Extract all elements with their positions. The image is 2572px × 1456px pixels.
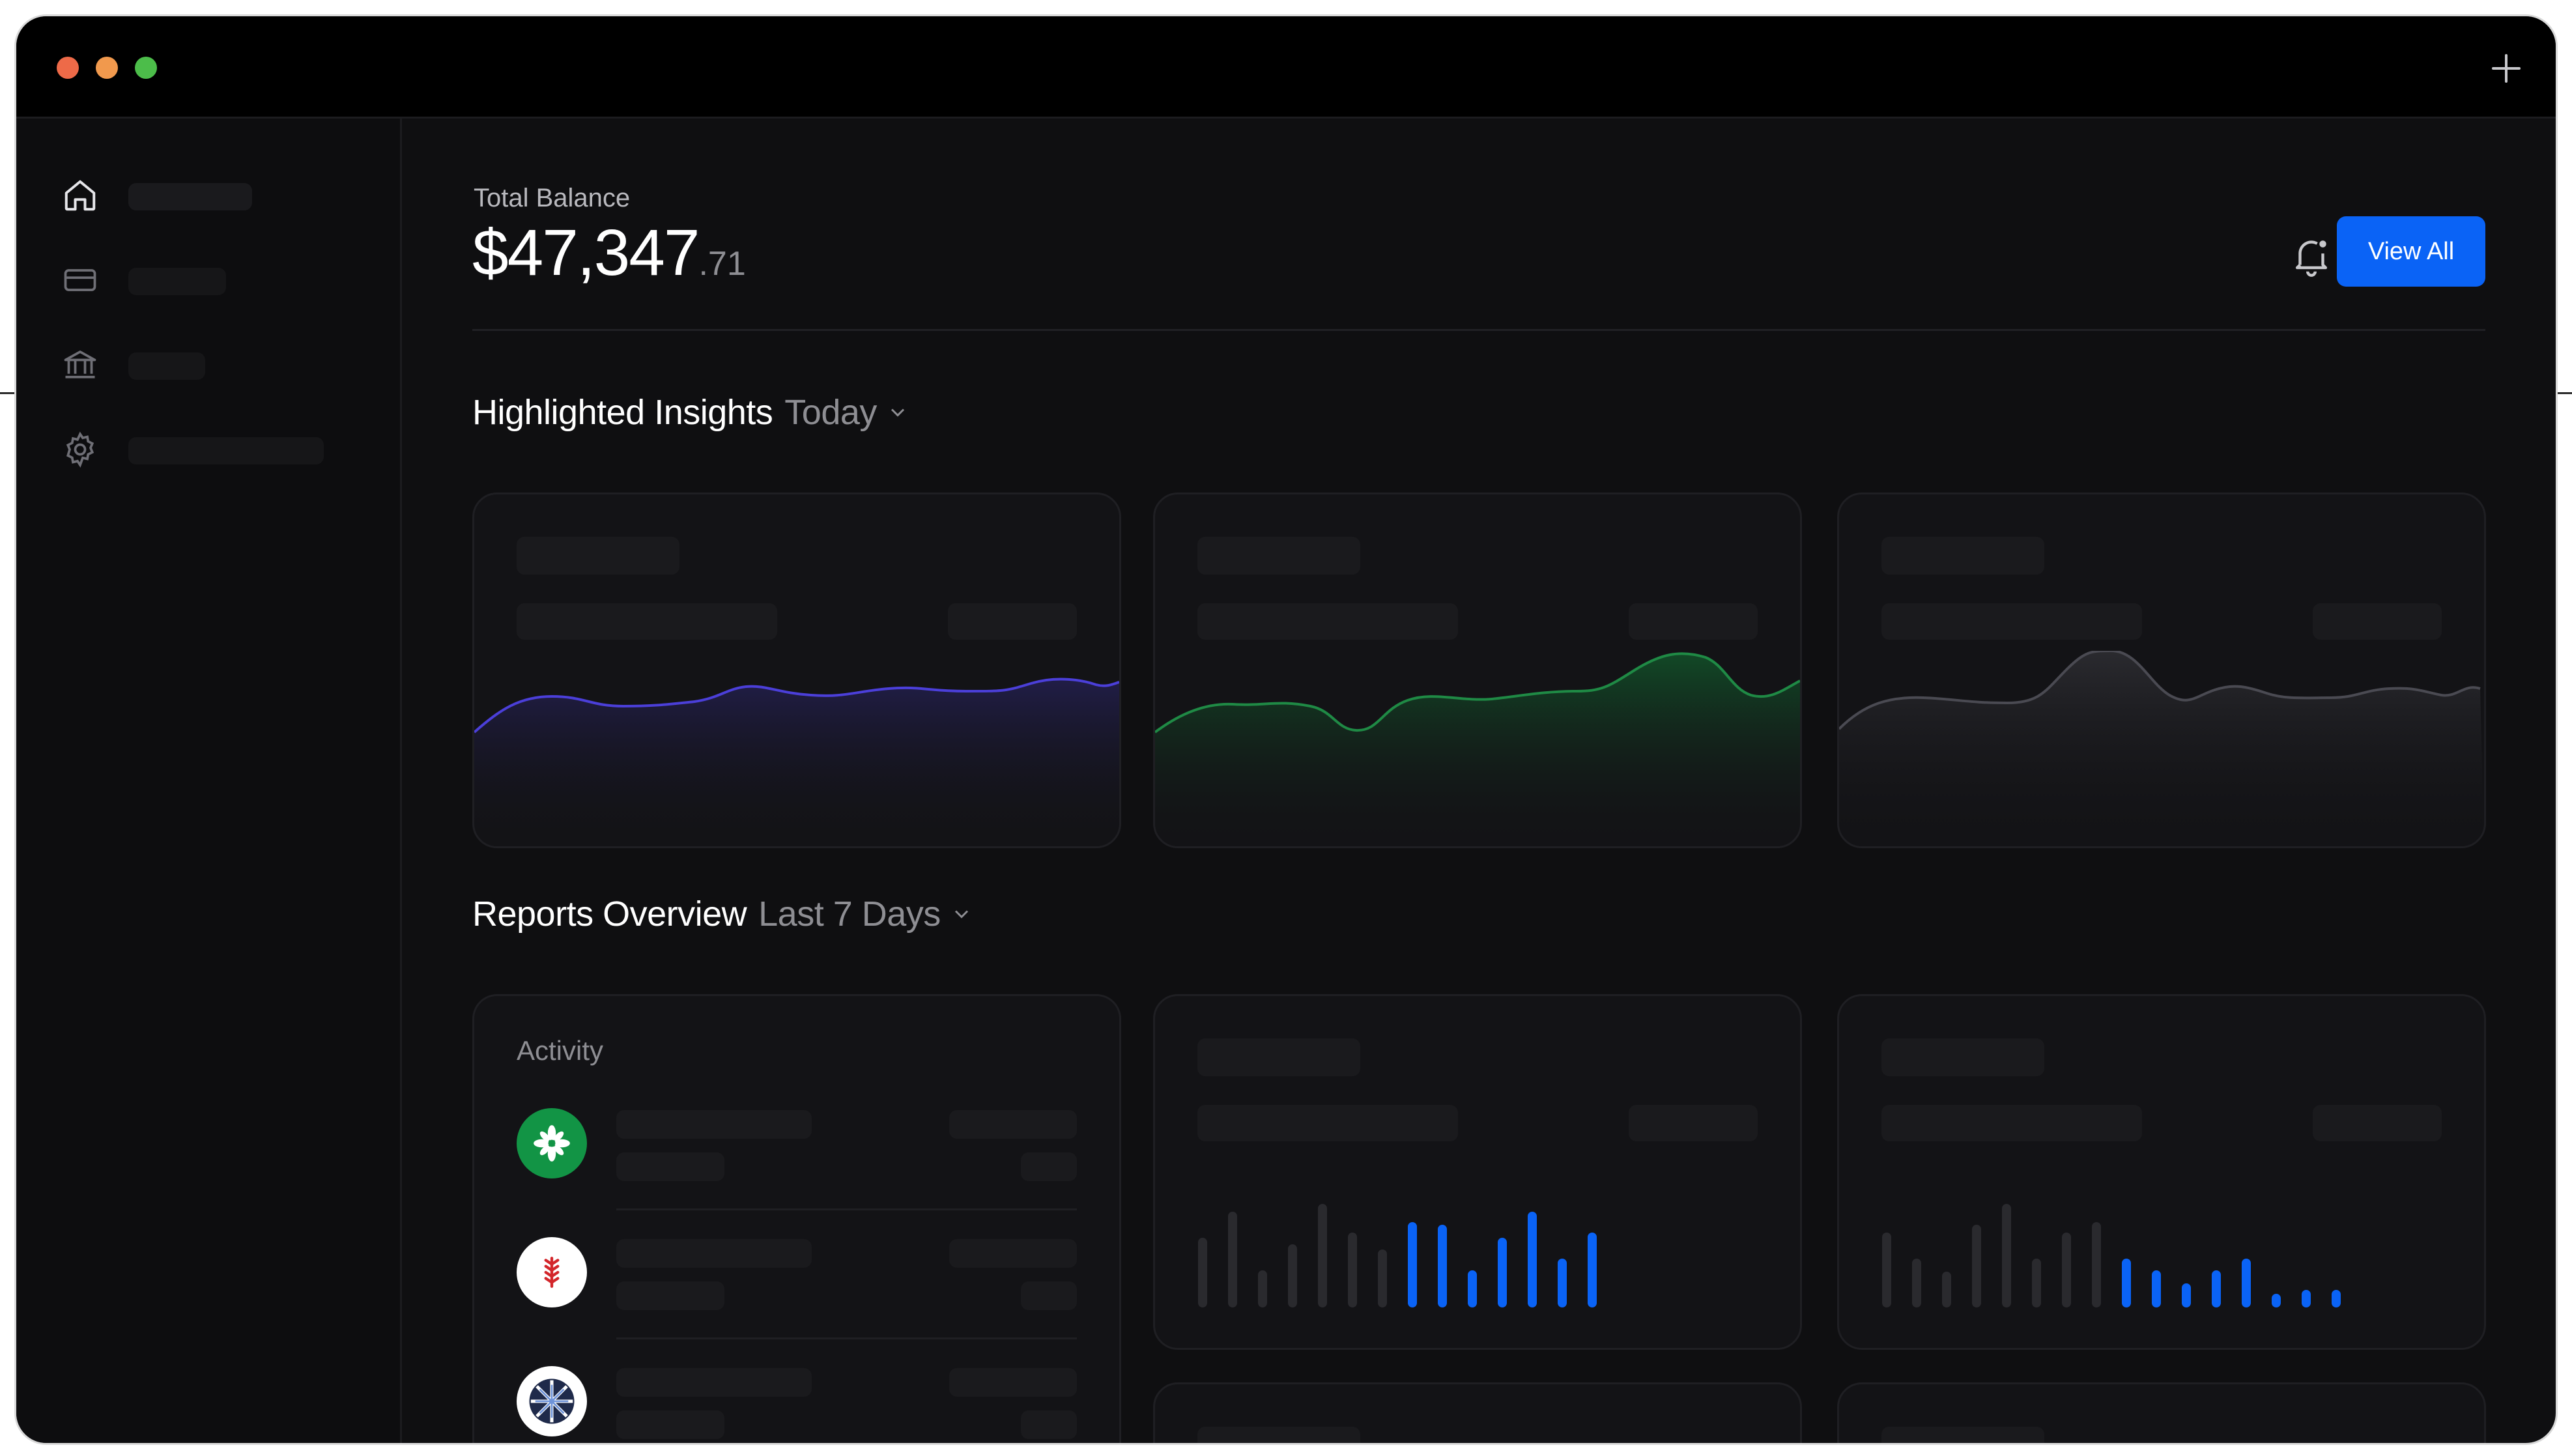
main-content: Total Balance $47,347.71 View All Highli… bbox=[402, 119, 2556, 1443]
activity-sub-placeholder bbox=[616, 1152, 724, 1181]
gear-icon bbox=[66, 431, 94, 468]
reports-period-dropdown[interactable]: Last 7 Days bbox=[758, 894, 941, 934]
card-title-placeholder bbox=[1881, 1427, 2044, 1443]
activity-card: Activity bbox=[472, 994, 1121, 1443]
purple-area-chart bbox=[474, 678, 1119, 846]
sidebar-item-bank[interactable] bbox=[61, 345, 100, 384]
green-area-chart bbox=[1155, 652, 1800, 846]
card-title-placeholder bbox=[1197, 1038, 1360, 1076]
report-card[interactable] bbox=[1153, 1382, 1802, 1443]
balance-main: $47,347 bbox=[472, 216, 700, 289]
flower-logo-icon bbox=[534, 1125, 570, 1162]
view-all-button[interactable]: View All bbox=[2337, 216, 2485, 287]
insights-heading: Highlighted Insights Today bbox=[472, 392, 909, 433]
card-icon bbox=[64, 269, 96, 291]
balance-cents: .71 bbox=[698, 245, 746, 283]
maximize-window-dot[interactable] bbox=[135, 57, 157, 79]
gray-area-chart bbox=[1839, 651, 2484, 846]
card-title-placeholder bbox=[517, 537, 679, 575]
card-title-placeholder bbox=[1197, 537, 1360, 575]
activity-sub-placeholder bbox=[616, 1281, 724, 1310]
card-title-placeholder bbox=[1881, 1038, 2044, 1076]
insights-title: Highlighted Insights bbox=[472, 393, 773, 432]
report-card[interactable] bbox=[1837, 994, 2486, 1350]
insight-card[interactable] bbox=[1153, 492, 1802, 848]
card-value-placeholder bbox=[1629, 603, 1758, 640]
card-title-placeholder bbox=[1881, 537, 2044, 575]
card-value-placeholder bbox=[1629, 1105, 1758, 1141]
new-tab-plus-icon[interactable] bbox=[2488, 50, 2524, 87]
activity-name-placeholder bbox=[616, 1239, 812, 1268]
bar-chart bbox=[1882, 1204, 2341, 1307]
insight-card[interactable] bbox=[1837, 492, 2486, 848]
reports-heading: Reports Overview Last 7 Days bbox=[472, 894, 973, 934]
card-value-placeholder bbox=[948, 603, 1077, 640]
insights-period-dropdown[interactable]: Today bbox=[784, 393, 877, 432]
card-value-placeholder bbox=[2313, 603, 2442, 640]
bank-icon bbox=[64, 350, 96, 378]
minimize-window-dot[interactable] bbox=[96, 57, 118, 79]
card-subtitle-placeholder bbox=[1197, 1105, 1458, 1141]
sidebar-item-settings[interactable] bbox=[61, 430, 100, 469]
sidebar-item-cards[interactable] bbox=[61, 261, 100, 300]
activity-date-placeholder bbox=[1021, 1281, 1077, 1310]
activity-logo bbox=[517, 1366, 587, 1436]
sidebar-label-placeholder bbox=[128, 437, 324, 464]
report-card[interactable] bbox=[1837, 1382, 2486, 1443]
activity-title: Activity bbox=[517, 1035, 604, 1066]
activity-logo bbox=[517, 1237, 587, 1307]
report-card[interactable] bbox=[1153, 994, 1802, 1350]
sidebar-label-placeholder bbox=[128, 352, 205, 380]
wheat-logo-icon bbox=[544, 1257, 560, 1288]
activity-amount-placeholder bbox=[949, 1239, 1077, 1268]
activity-name-placeholder bbox=[616, 1110, 812, 1139]
notification-bell-icon[interactable] bbox=[2289, 233, 2334, 278]
app-window: Total Balance $47,347.71 View All Highli… bbox=[16, 16, 2556, 1443]
sidebar-label-placeholder bbox=[128, 268, 226, 295]
close-window-dot[interactable] bbox=[57, 57, 79, 79]
sidebar-item-home[interactable] bbox=[61, 176, 100, 215]
home-icon bbox=[64, 180, 96, 211]
title-bar bbox=[16, 16, 2556, 119]
card-subtitle-placeholder bbox=[1881, 1105, 2142, 1141]
activity-separator bbox=[616, 1337, 1077, 1339]
total-balance-label: Total Balance bbox=[474, 184, 631, 212]
header-divider bbox=[472, 329, 2485, 331]
activity-date-placeholder bbox=[1021, 1152, 1077, 1181]
activity-separator bbox=[616, 1208, 1077, 1210]
card-subtitle-placeholder bbox=[517, 603, 777, 640]
total-balance-amount: $47,347.71 bbox=[472, 220, 746, 285]
chevron-down-icon[interactable] bbox=[886, 401, 909, 424]
bar-chart bbox=[1198, 1204, 1597, 1307]
insight-card[interactable] bbox=[472, 492, 1121, 848]
activity-sub-placeholder bbox=[616, 1410, 724, 1439]
card-value-placeholder bbox=[2313, 1105, 2442, 1141]
chevron-down-icon[interactable] bbox=[950, 902, 973, 926]
activity-logo bbox=[517, 1108, 587, 1178]
activity-name-placeholder bbox=[616, 1368, 812, 1397]
card-subtitle-placeholder bbox=[1197, 603, 1458, 640]
activity-amount-placeholder bbox=[949, 1368, 1077, 1397]
activity-amount-placeholder bbox=[949, 1110, 1077, 1139]
sidebar bbox=[16, 119, 402, 1443]
card-subtitle-placeholder bbox=[1881, 603, 2142, 640]
activity-date-placeholder bbox=[1021, 1410, 1077, 1439]
star-logo-icon bbox=[523, 1373, 580, 1430]
card-title-placeholder bbox=[1197, 1427, 1360, 1443]
reports-title: Reports Overview bbox=[472, 894, 747, 934]
sidebar-label-placeholder bbox=[128, 183, 252, 210]
